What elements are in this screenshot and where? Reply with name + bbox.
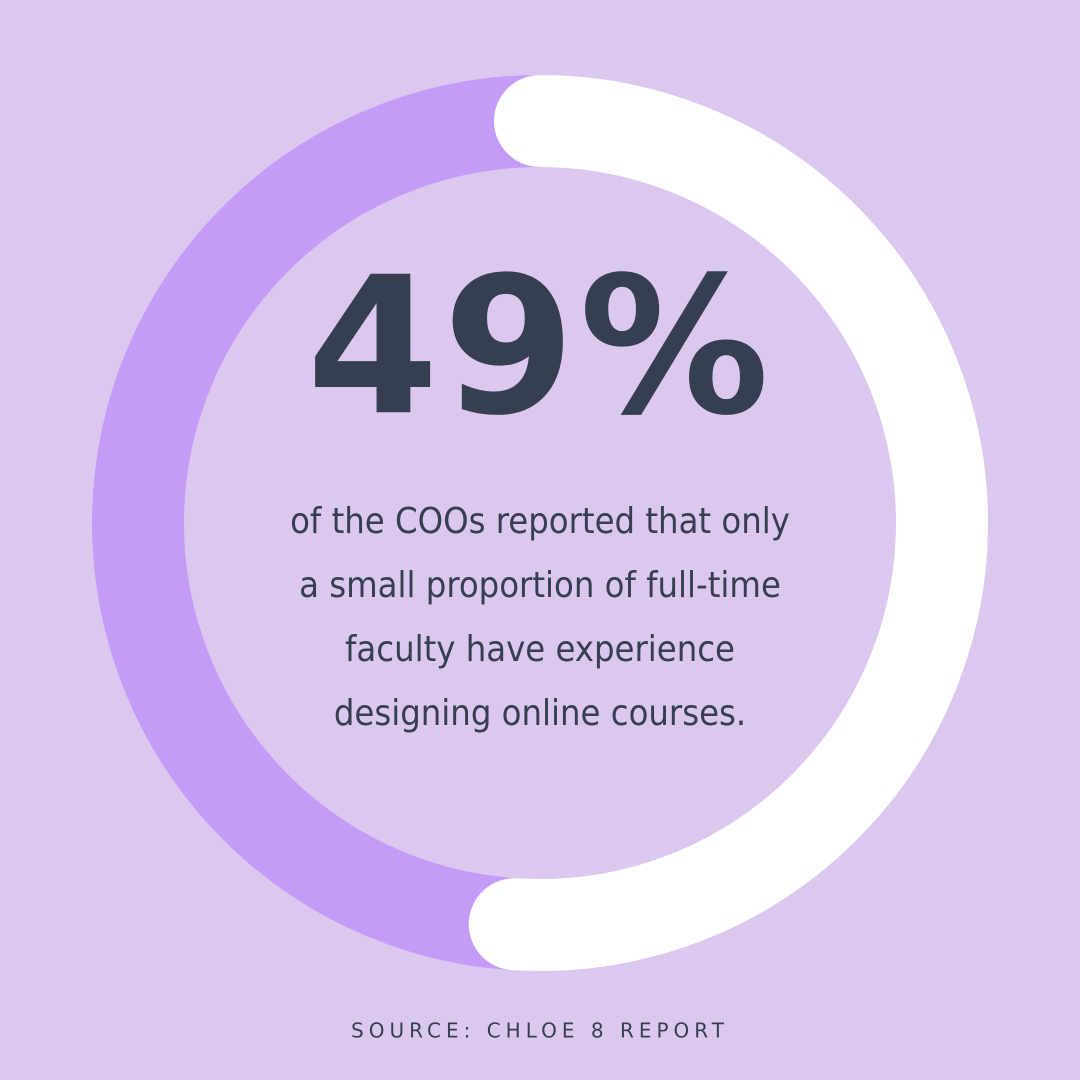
description-line: of the COOs reported that only <box>290 501 790 542</box>
value-label: 49% <box>307 236 774 457</box>
description-line: a small proportion of full-time <box>299 565 781 606</box>
donut-segment <box>92 75 541 971</box>
source: SOURCE: CHLOE 8 REPORT <box>351 1019 729 1043</box>
donut-remainder <box>468 75 988 971</box>
description: of the COOs reported that only a small pr… <box>290 501 790 734</box>
donut <box>92 75 988 971</box>
description-line: faculty have experience <box>345 629 735 670</box>
description-line: designing online courses. <box>334 693 746 734</box>
